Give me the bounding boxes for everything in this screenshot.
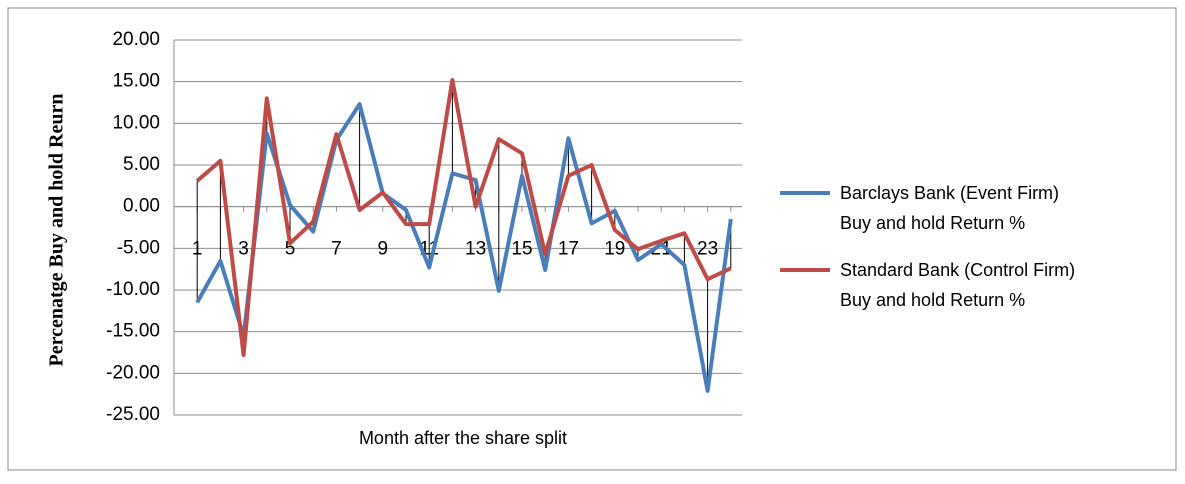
y-tick-label: -25.00 (106, 404, 160, 425)
y-tick-label: 20.00 (112, 29, 160, 50)
y-tick-label: 10.00 (112, 112, 160, 133)
x-tick-label: 5 (285, 239, 296, 260)
y-tick-label: -10.00 (106, 279, 160, 300)
x-tick-label: 13 (465, 239, 486, 260)
series-line (195, 78, 732, 357)
x-axis-title: Month after the share split (359, 428, 567, 448)
y-tick-label: -5.00 (117, 237, 160, 258)
y-tick-label: -15.00 (106, 321, 160, 342)
y-tick-label: -20.00 (106, 362, 160, 383)
x-tick-label: 23 (697, 239, 718, 260)
x-tick-label: 7 (331, 239, 342, 260)
x-tick-label: 19 (604, 239, 625, 260)
y-axis-title: Percenatge Buy and hold Reurn (46, 94, 68, 367)
x-tick-label: 15 (511, 239, 532, 260)
x-tick-label: 17 (558, 239, 579, 260)
legend-label: Barclays Bank (Event Firm) Buy and hold … (840, 183, 1060, 233)
series-line (195, 102, 733, 393)
y-tick-label: 5.00 (123, 154, 160, 175)
chart-frame (7, 7, 1177, 471)
legend-label: Standard Bank (Control Firm) Buy and hol… (840, 260, 1076, 310)
y-tick-label: 0.00 (123, 196, 160, 217)
x-tick-label: 9 (378, 239, 389, 260)
x-tick-label: 3 (238, 239, 249, 260)
y-tick-label: 15.00 (112, 71, 160, 92)
